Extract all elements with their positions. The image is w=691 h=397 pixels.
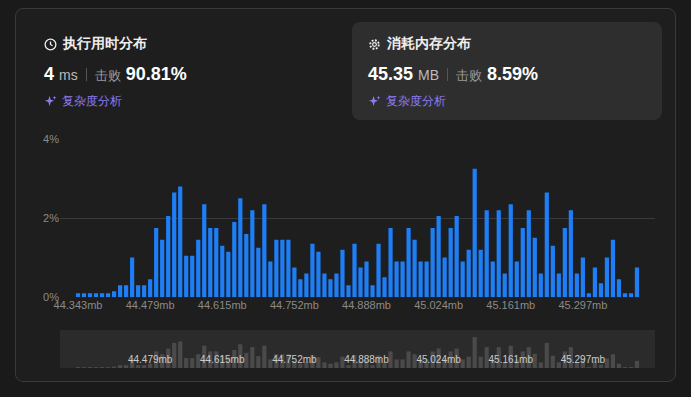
html-text:复杂度分析: 复杂度分析 xyxy=(386,94,446,108)
svg-text:44.888mb: 44.888mb xyxy=(344,354,389,365)
svg-text:44.752mb: 44.752mb xyxy=(270,299,319,311)
svg-text:45.024mb: 45.024mb xyxy=(416,354,461,365)
svg-text:44.615mb: 44.615mb xyxy=(198,299,247,311)
svg-text:45.161mb: 45.161mb xyxy=(489,354,534,365)
svg-text:44.888mb: 44.888mb xyxy=(342,299,391,311)
svg-text:44.479mb: 44.479mb xyxy=(126,299,175,311)
html-text:45.35 MB: 45.35 MB xyxy=(368,64,439,84)
svg-text:4%: 4% xyxy=(43,133,59,145)
html-text:消耗内存分布: 消耗内存分布 xyxy=(387,35,471,51)
svg-text:45.297mb: 45.297mb xyxy=(561,354,606,365)
svg-text:44.615mb: 44.615mb xyxy=(200,354,245,365)
svg-text:45.161mb: 45.161mb xyxy=(486,299,535,311)
html-text:4 ms: 4 ms xyxy=(44,64,78,84)
svg-text:45.297mb: 45.297mb xyxy=(558,299,607,311)
html-text:复杂度分析: 复杂度分析 xyxy=(62,94,122,108)
html-text:执行用时分布: 执行用时分布 xyxy=(63,35,147,51)
html-text:击败 90.81%: 击败 90.81% xyxy=(94,64,187,84)
svg-text:44.479mb: 44.479mb xyxy=(128,354,173,365)
svg-text:2%: 2% xyxy=(43,212,59,224)
svg-text:44.752mb: 44.752mb xyxy=(272,354,317,365)
svg-text:45.024mb: 45.024mb xyxy=(414,299,463,311)
svg-text:0%: 0% xyxy=(43,291,59,303)
html-text:击败 8.59%: 击败 8.59% xyxy=(456,64,539,84)
svg-text:44.343mb: 44.343mb xyxy=(54,299,103,311)
